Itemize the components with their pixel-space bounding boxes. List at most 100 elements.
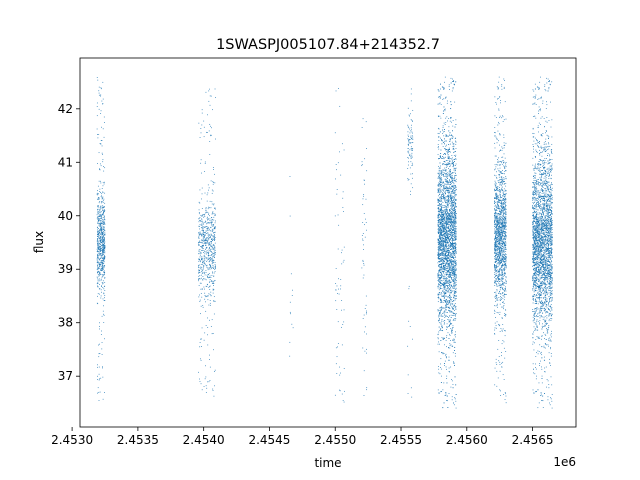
data-point [438, 261, 439, 263]
data-point [206, 233, 207, 234]
data-point [205, 301, 206, 303]
data-point [438, 170, 440, 172]
data-point [445, 394, 447, 396]
data-point [450, 200, 452, 202]
data-point [454, 170, 456, 171]
data-point [339, 389, 340, 391]
data-point [289, 355, 291, 357]
data-point [437, 338, 439, 340]
data-point [203, 234, 204, 235]
data-point [198, 245, 200, 246]
data-point [410, 156, 412, 157]
data-point [412, 338, 413, 340]
data-point [439, 219, 441, 221]
data-point [445, 279, 447, 281]
data-point [442, 127, 444, 128]
data-point [443, 122, 445, 124]
data-point [198, 264, 200, 266]
data-point [200, 261, 202, 263]
data-point [451, 231, 452, 233]
data-point [439, 245, 441, 247]
data-point [101, 227, 103, 229]
data-point [101, 217, 102, 219]
data-point [455, 275, 457, 277]
data-point [447, 263, 449, 265]
data-point [97, 245, 99, 247]
data-point [438, 245, 440, 247]
data-point [97, 255, 99, 257]
data-point [101, 348, 103, 350]
data-point [446, 288, 448, 290]
data-point [452, 162, 454, 163]
data-point [208, 255, 209, 257]
data-point [104, 246, 106, 248]
data-point [449, 232, 451, 234]
data-point [98, 233, 100, 234]
data-point [448, 300, 450, 302]
data-point [444, 292, 446, 294]
data-point [441, 183, 442, 185]
data-point [445, 308, 447, 310]
data-point [100, 224, 102, 226]
data-point [443, 284, 445, 286]
data-point [200, 220, 201, 221]
data-point [443, 263, 445, 264]
data-point [446, 231, 447, 233]
data-point [453, 268, 455, 270]
data-point [451, 252, 452, 254]
data-point [198, 275, 200, 277]
data-point [445, 243, 447, 245]
data-point [440, 287, 441, 289]
data-point [454, 231, 456, 232]
data-point [214, 226, 216, 228]
data-point [443, 188, 445, 190]
data-point [97, 230, 99, 232]
data-point [211, 235, 213, 237]
data-point [98, 254, 100, 255]
data-point [451, 322, 453, 324]
data-point [455, 209, 457, 210]
data-point [101, 257, 103, 259]
data-point [450, 260, 451, 262]
data-point [448, 214, 450, 216]
data-point [455, 236, 457, 238]
data-point [448, 250, 450, 251]
data-point [199, 248, 201, 250]
data-point [454, 309, 455, 311]
data-point [451, 259, 453, 261]
data-point [438, 201, 440, 202]
data-point [213, 253, 215, 255]
data-point [455, 181, 457, 183]
data-point [101, 213, 103, 215]
data-point [214, 231, 216, 233]
data-point [438, 140, 440, 141]
data-point [407, 148, 409, 149]
data-point [99, 250, 101, 251]
data-point [439, 237, 440, 239]
data-point [450, 311, 452, 312]
data-point [363, 249, 364, 250]
data-point [210, 207, 212, 209]
data-point [97, 235, 99, 237]
data-point [338, 224, 340, 226]
data-point [103, 240, 104, 242]
data-point [104, 192, 106, 194]
data-point [100, 228, 101, 230]
data-point [102, 258, 103, 259]
data-point [100, 230, 102, 232]
data-point [364, 326, 366, 328]
data-point [439, 203, 440, 205]
data-point [206, 242, 208, 244]
data-point [440, 235, 442, 237]
data-point [447, 219, 449, 221]
data-point [209, 260, 211, 262]
data-point [453, 235, 455, 237]
data-point [206, 228, 208, 229]
data-point [97, 243, 98, 244]
data-point [442, 241, 444, 243]
data-point [409, 167, 411, 169]
data-point [450, 322, 451, 324]
data-point [447, 189, 449, 191]
data-point [213, 248, 215, 250]
data-point [447, 256, 448, 258]
